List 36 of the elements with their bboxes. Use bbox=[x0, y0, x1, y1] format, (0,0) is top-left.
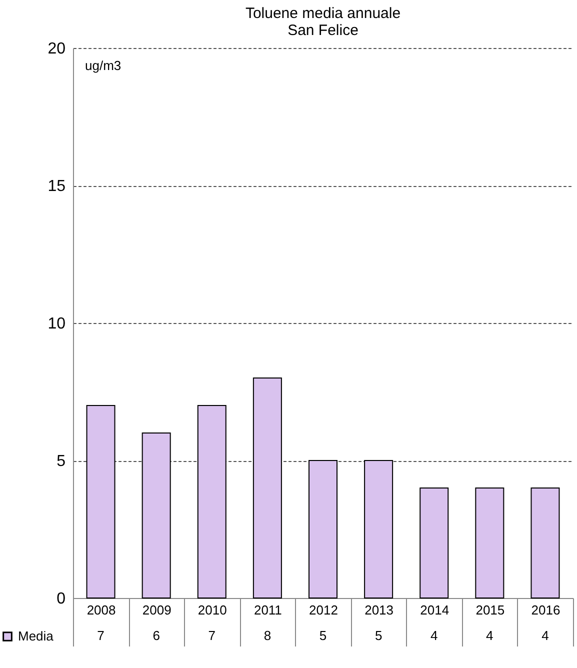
x-tick-label: 2012 bbox=[309, 602, 338, 618]
data-label: 7 bbox=[97, 628, 104, 643]
x-tick-label: 2010 bbox=[198, 602, 227, 618]
data-label: 8 bbox=[264, 628, 272, 643]
y-tick-label: 20 bbox=[48, 40, 66, 58]
text: San Felice bbox=[288, 22, 358, 39]
bar bbox=[420, 488, 449, 598]
bar bbox=[475, 488, 504, 598]
bar bbox=[364, 460, 394, 598]
x-tick-label: 2016 bbox=[531, 602, 560, 618]
x-tick-label: 2013 bbox=[364, 602, 394, 618]
y-tick-label: 5 bbox=[56, 453, 66, 470]
bar bbox=[308, 460, 338, 598]
data-label: 4 bbox=[486, 628, 494, 643]
data-label: 6 bbox=[152, 628, 160, 643]
data-label: 4 bbox=[542, 628, 549, 643]
text: Toluene media annuale bbox=[245, 5, 401, 22]
y-tick-label: 15 bbox=[48, 178, 66, 195]
x-tick-label: 2014 bbox=[420, 602, 450, 618]
y-tick-label: 0 bbox=[56, 590, 66, 608]
x-tick-label: 2009 bbox=[142, 602, 172, 618]
bar bbox=[252, 378, 282, 598]
annotation: ug/m3 bbox=[85, 58, 122, 73]
data-label: 4 bbox=[430, 628, 438, 643]
bar bbox=[197, 405, 226, 598]
data-label: 5 bbox=[319, 628, 327, 643]
x-tick-label: 2008 bbox=[86, 602, 116, 618]
bar bbox=[142, 432, 171, 598]
bar bbox=[530, 488, 560, 598]
x-tick-label: 2015 bbox=[476, 602, 505, 618]
bar bbox=[86, 405, 116, 598]
data-label: 5 bbox=[374, 628, 382, 643]
x-tick-label: 2011 bbox=[254, 602, 282, 618]
y-tick-label: 10 bbox=[48, 316, 66, 332]
data-label: 7 bbox=[208, 628, 216, 643]
legend-label: Media bbox=[18, 628, 54, 644]
